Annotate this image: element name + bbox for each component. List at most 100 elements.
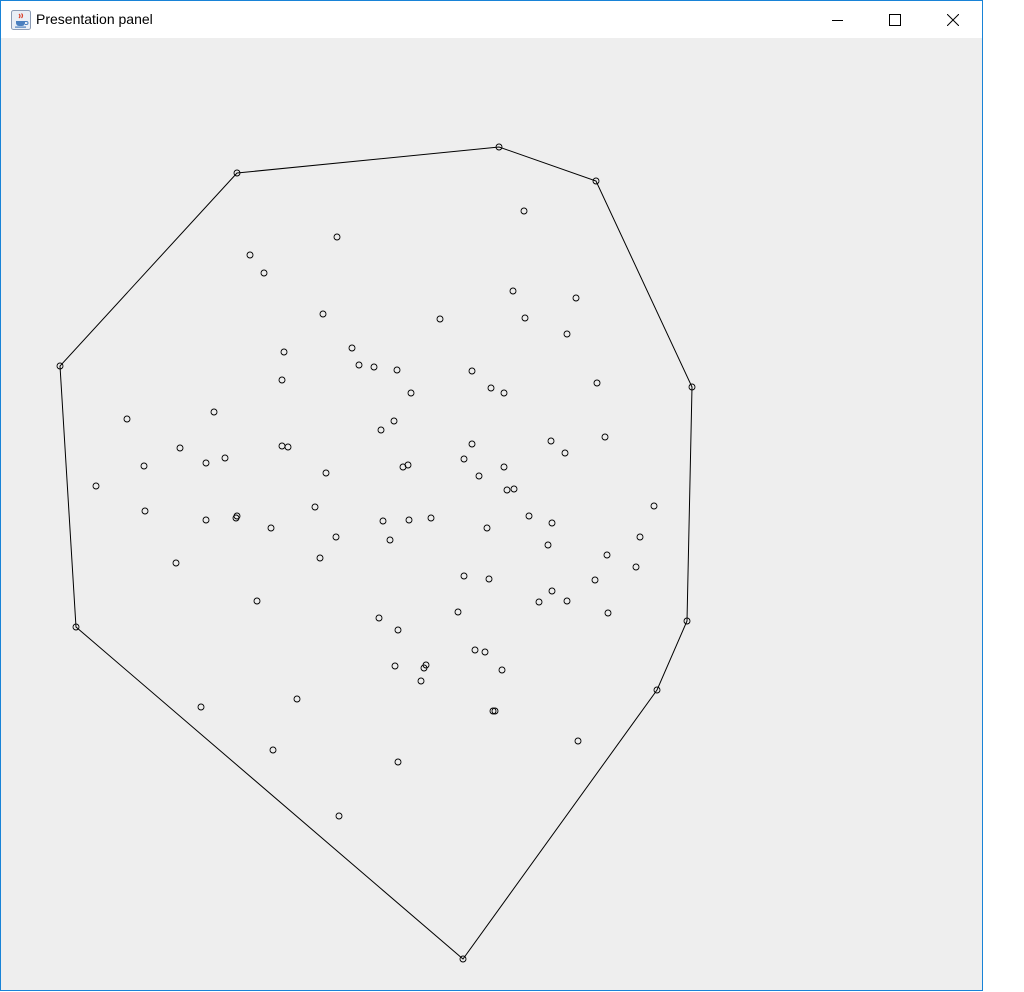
point-marker: [563, 597, 571, 605]
point-marker: [319, 310, 327, 318]
point-marker: [547, 437, 555, 445]
point-marker: [548, 519, 556, 527]
point-marker: [233, 169, 241, 177]
point-marker: [471, 646, 479, 654]
point-marker: [427, 514, 435, 522]
point-marker: [503, 486, 511, 494]
point-marker: [593, 379, 601, 387]
point-marker: [284, 443, 292, 451]
point-marker: [333, 233, 341, 241]
point-marker: [202, 516, 210, 524]
point-marker: [278, 376, 286, 384]
minimize-button[interactable]: [815, 1, 861, 38]
point-marker: [394, 626, 402, 634]
point-marker: [653, 686, 661, 694]
point-marker: [544, 541, 552, 549]
presentation-canvas: [1, 38, 982, 990]
point-marker: [393, 366, 401, 374]
point-marker: [233, 512, 241, 520]
point-marker: [574, 737, 582, 745]
point-marker: [495, 143, 503, 151]
point-marker: [650, 502, 658, 510]
point-marker: [123, 415, 131, 423]
point-marker: [592, 177, 600, 185]
point-marker: [460, 572, 468, 580]
point-marker: [210, 408, 218, 416]
point-marker: [267, 524, 275, 532]
point-marker: [601, 433, 609, 441]
point-marker: [407, 389, 415, 397]
point-marker: [72, 623, 80, 631]
point-marker: [509, 287, 517, 295]
point-marker: [563, 330, 571, 338]
point-marker: [454, 608, 462, 616]
point-marker: [197, 703, 205, 711]
point-marker: [404, 461, 412, 469]
point-marker: [420, 664, 428, 672]
point-marker: [548, 587, 556, 595]
point-marker: [500, 463, 508, 471]
java-cup-icon: [11, 10, 31, 30]
maximize-button[interactable]: [872, 1, 918, 38]
point-marker: [525, 512, 533, 520]
point-marker: [379, 517, 387, 525]
point-marker: [311, 503, 319, 511]
point-marker: [377, 426, 385, 434]
point-marker: [348, 344, 356, 352]
point-marker: [485, 575, 493, 583]
point-marker: [322, 469, 330, 477]
point-marker: [335, 812, 343, 820]
point-marker: [436, 315, 444, 323]
point-marker: [176, 444, 184, 452]
point-marker: [221, 454, 229, 462]
convex-hull-outline: [59, 146, 693, 960]
point-marker: [56, 362, 64, 370]
point-marker: [316, 554, 324, 562]
point-marker: [370, 363, 378, 371]
point-marker: [520, 207, 528, 215]
point-marker: [405, 516, 413, 524]
point-marker: [510, 485, 518, 493]
point-marker: [636, 533, 644, 541]
title-bar[interactable]: Presentation panel: [1, 1, 982, 38]
point-marker: [253, 597, 261, 605]
point-marker: [483, 524, 491, 532]
point-marker: [498, 666, 506, 674]
app-window: Presentation panel: [0, 0, 983, 991]
point-marker: [591, 576, 599, 584]
point-marker: [293, 695, 301, 703]
point-marker: [386, 536, 394, 544]
point-marker: [521, 314, 529, 322]
point-marker: [603, 551, 611, 559]
point-marker: [280, 348, 288, 356]
point-marker: [683, 617, 691, 625]
window-title: Presentation panel: [36, 11, 153, 27]
point-marker: [604, 609, 612, 617]
point-marker: [269, 746, 277, 754]
point-marker: [561, 449, 569, 457]
point-marker: [417, 677, 425, 685]
point-marker: [459, 955, 467, 963]
close-icon: [947, 13, 959, 26]
point-marker: [632, 563, 640, 571]
point-marker: [489, 707, 497, 715]
point-marker: [246, 251, 254, 259]
point-marker: [487, 384, 495, 392]
point-marker: [535, 598, 543, 606]
maximize-icon: [889, 13, 901, 26]
point-marker: [394, 758, 402, 766]
point-marker: [500, 389, 508, 397]
point-marker: [468, 440, 476, 448]
point-marker: [390, 417, 398, 425]
point-marker: [481, 648, 489, 656]
close-button[interactable]: [930, 1, 976, 38]
point-marker: [475, 472, 483, 480]
point-marker: [391, 662, 399, 670]
point-marker: [260, 269, 268, 277]
point-marker: [572, 294, 580, 302]
point-marker: [688, 383, 696, 391]
point-marker: [460, 455, 468, 463]
point-marker: [202, 459, 210, 467]
point-marker: [92, 482, 100, 490]
